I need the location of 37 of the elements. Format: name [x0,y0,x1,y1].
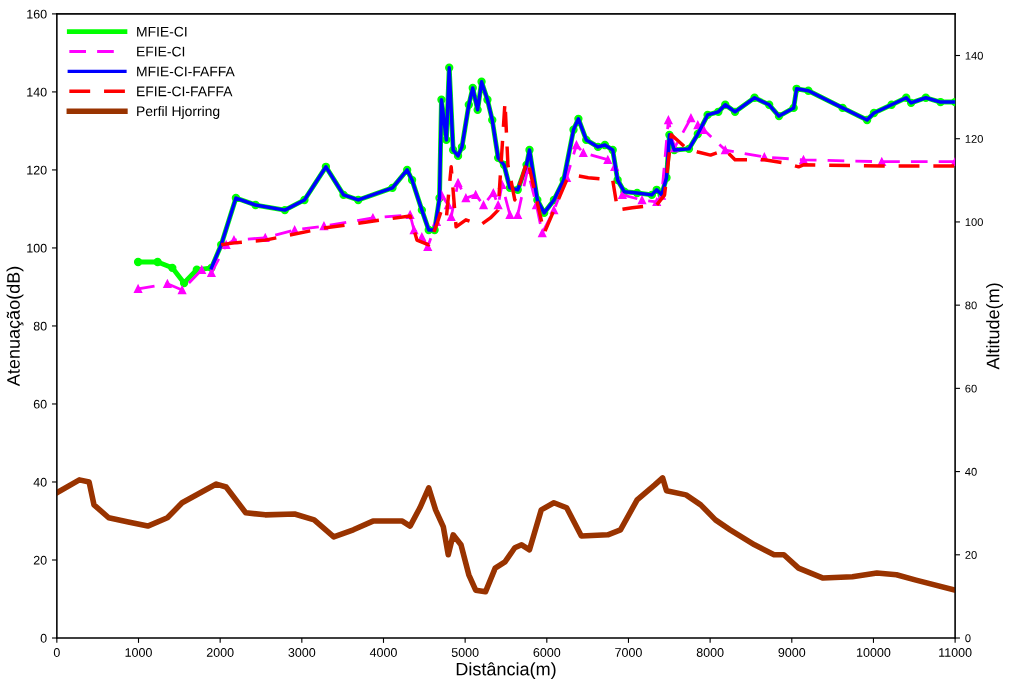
y-tick-label: 80 [33,321,47,331]
y2-axis-title: Altitude(m) [986,283,1003,370]
legend-label: MFIE-CI-FAFFA [137,66,235,77]
y2-tick-label: 140 [965,51,983,60]
y-tick-label: 40 [33,477,47,487]
x-tick-label: 6000 [533,648,561,657]
y-tick-label: 0 [40,633,47,643]
y2-tick-label: 80 [965,301,977,310]
y2-tick-label: 60 [965,384,977,393]
x-tick-label: 1000 [125,648,152,657]
y2-tick-label: 0 [965,634,971,643]
x-tick-label: 5000 [451,648,479,657]
y2-tick-label: 100 [965,218,983,227]
y2-tick-label: 40 [965,467,977,476]
x-axis-title: Distância(m) [456,662,556,680]
legend-label: EFIE-CI-FAFFA [137,86,233,97]
y2-tick-label: 20 [965,551,977,559]
x-tick-label: 2000 [206,648,234,657]
legend-label: MFIE-CI [137,26,187,37]
x-tick-label: 10000 [857,648,891,657]
y-axis-title: Atenuação(dB) [6,266,24,387]
legend-label: Perfil Hjorring [137,105,220,119]
x-tick-label: 4000 [369,648,397,657]
y-tick-label: 160 [27,9,47,19]
y-tick-label: 100 [27,243,47,253]
y-tick-label: 60 [33,399,47,409]
x-tick-label: 8000 [696,648,724,657]
legend-label: EFIE-CI [137,46,185,57]
x-tick-label: 7000 [615,648,642,657]
y2-tick-label: 120 [965,134,983,143]
x-tick-label: 9000 [778,648,806,657]
x-tick-label: 3000 [288,648,316,657]
y-tick-label: 20 [33,555,47,565]
x-tick-label: 0 [53,648,60,657]
y-tick-label: 140 [27,87,47,97]
y-tick-label: 120 [27,165,47,175]
x-tick-label: 11000 [939,648,972,657]
